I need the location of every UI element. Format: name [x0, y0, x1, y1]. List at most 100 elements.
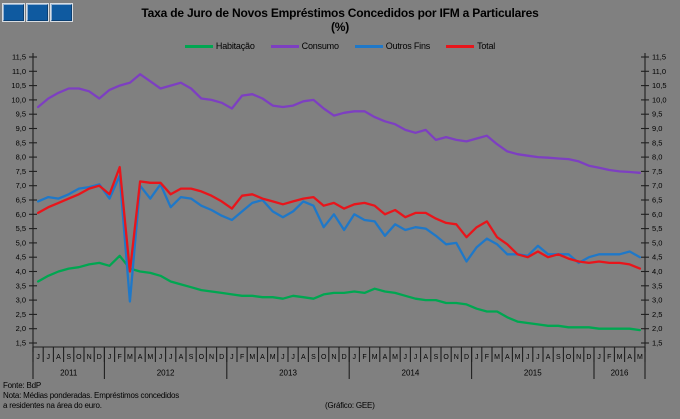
y-axis-label-left: 6,5 — [16, 196, 26, 205]
x-axis-month-label: J — [536, 354, 540, 361]
x-axis-year-label: 2014 — [402, 369, 420, 378]
y-axis-label-right: 4,0 — [652, 267, 662, 276]
legend-label-consumo: Consumo — [301, 41, 339, 51]
y-axis-label-left: 10,0 — [11, 95, 26, 104]
footer: Fonte: BdP Nota: Médias ponderadas. Empr… — [3, 381, 179, 411]
footer-note-1: Nota: Médias ponderadas. Empréstimos con… — [3, 391, 180, 400]
x-axis-year-label: 2015 — [524, 369, 542, 378]
series-line-habitacao — [36, 254, 642, 332]
y-axis-label-left: 5,5 — [16, 224, 26, 233]
x-axis-month-label: A — [301, 354, 306, 361]
y-axis-label-left: 9,0 — [16, 124, 26, 133]
x-axis-month-label: N — [331, 354, 336, 361]
footer-credit: (Gráfico: GEE) — [325, 401, 375, 410]
y-axis-label-right: 11,0 — [652, 67, 666, 76]
x-axis-month-label: S — [311, 354, 316, 361]
y-axis-label-right: 7,0 — [652, 181, 662, 190]
x-axis-month-label: J — [475, 354, 479, 361]
y-axis-label-left: 8,5 — [16, 138, 26, 147]
x-axis-month-label: M — [372, 354, 378, 361]
x-axis-year-label: 2013 — [279, 369, 297, 378]
x-axis-month-label: J — [526, 354, 530, 361]
y-axis-label-right: 11,5 — [652, 53, 666, 62]
y-axis-label-right: 3,5 — [652, 281, 662, 290]
y-axis-label-right: 4,5 — [652, 253, 662, 262]
x-axis-month-label: D — [219, 354, 224, 361]
logo-square — [3, 4, 24, 21]
x-axis-month-label: F — [607, 354, 611, 361]
y-axis-label-right: 8,5 — [652, 138, 662, 147]
y-axis-label-right: 8,0 — [652, 153, 662, 162]
x-axis-month-label: J — [108, 354, 112, 361]
y-axis-label-left: 2,0 — [16, 324, 26, 333]
x-axis-month-label: O — [443, 354, 449, 361]
x-axis-month-label: N — [209, 354, 214, 361]
x-axis-month-label: M — [515, 354, 521, 361]
x-axis-month-label: D — [464, 354, 469, 361]
legend-label-total: Total — [477, 41, 496, 51]
y-axis-label-left: 1,5 — [16, 339, 26, 348]
y-axis-label-right: 9,5 — [652, 110, 662, 119]
x-axis-month-label: A — [546, 354, 551, 361]
x-axis-month-label: M — [127, 354, 133, 361]
x-axis-month-label: J — [47, 354, 51, 361]
legend: Habitação Consumo Outros Fins Total — [0, 41, 680, 51]
y-axis-label-left: 2,5 — [16, 310, 26, 319]
x-axis-month-label: S — [66, 354, 71, 361]
x-axis-month-label: N — [454, 354, 459, 361]
x-axis-month-label: J — [36, 354, 40, 361]
x-axis-month-label: O — [199, 354, 205, 361]
x-axis-month-label: N — [87, 354, 92, 361]
x-axis-month-label: A — [505, 354, 510, 361]
y-axis-label-right: 7,5 — [652, 167, 662, 176]
x-axis-month-label: N — [576, 354, 581, 361]
x-axis-month-label: J — [597, 354, 601, 361]
x-axis-month-label: M — [494, 354, 500, 361]
x-axis-month-label: A — [179, 354, 184, 361]
series-line-consumo — [36, 73, 642, 174]
x-axis-month-label: S — [556, 354, 561, 361]
y-axis-label-right: 3,0 — [652, 296, 662, 305]
legend-swatch-consumo — [270, 44, 299, 48]
x-axis-month-label: S — [189, 354, 194, 361]
logo-square — [51, 4, 72, 21]
y-axis-label-left: 7,5 — [16, 167, 26, 176]
x-axis-month-label: M — [270, 354, 276, 361]
x-axis-month-label: A — [56, 354, 61, 361]
title-line-1: Taxa de Juro de Novos Empréstimos Conced… — [141, 6, 539, 20]
x-axis-month-label: J — [169, 354, 173, 361]
x-axis-month-label: D — [97, 354, 102, 361]
y-axis-label-left: 11,5 — [12, 53, 26, 62]
x-axis-month-label: F — [485, 354, 489, 361]
x-axis-year-label: 2012 — [157, 369, 175, 378]
y-axis-label-right: 5,5 — [652, 224, 662, 233]
y-axis-label-right: 2,5 — [652, 310, 662, 319]
title-line-2: (%) — [330, 20, 350, 34]
x-axis-month-label: F — [240, 354, 244, 361]
y-axis-label-right: 10,0 — [652, 95, 667, 104]
x-axis-month-label: A — [383, 354, 388, 361]
x-axis-month-label: O — [321, 354, 327, 361]
x-axis-month-label: M — [392, 354, 398, 361]
x-axis-month-label: O — [566, 354, 572, 361]
legend-item-outros-fins: Outros Fins — [354, 41, 430, 51]
y-axis-label-left: 6,0 — [16, 210, 26, 219]
y-axis-label-left: 3,5 — [16, 281, 26, 290]
y-axis-label-left: 3,0 — [16, 296, 26, 305]
x-axis-month-label: S — [434, 354, 439, 361]
footer-source: Fonte: BdP — [3, 381, 42, 390]
x-axis-month-label: J — [159, 354, 163, 361]
series-line-outros-fins — [36, 174, 642, 303]
y-axis-label-left: 4,0 — [16, 267, 26, 276]
x-axis-month-label: A — [423, 354, 428, 361]
x-axis-month-label: J — [291, 354, 295, 361]
y-axis-label-right: 10,5 — [652, 81, 667, 90]
x-axis-month-label: O — [76, 354, 82, 361]
y-axis-label-left: 8,0 — [16, 153, 26, 162]
footer-note-2: a residentes na área do euro. — [3, 401, 102, 410]
x-axis-month-label: A — [260, 354, 265, 361]
logo-square — [27, 4, 48, 21]
legend-item-consumo: Consumo — [270, 41, 339, 51]
legend-item-total: Total — [446, 41, 495, 51]
